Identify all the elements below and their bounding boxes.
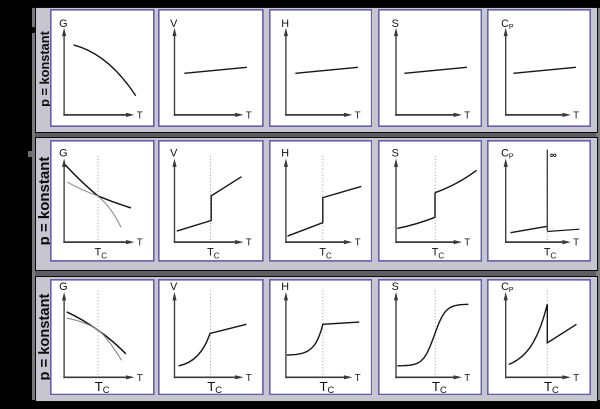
svg-text:V: V <box>170 280 178 292</box>
svg-text:T: T <box>354 110 360 121</box>
svg-text:S: S <box>391 18 398 30</box>
svg-text:T: T <box>464 110 470 121</box>
svg-text:∞: ∞ <box>549 150 556 161</box>
svg-text:T: T <box>137 238 143 249</box>
svg-text:T: T <box>464 372 470 383</box>
svg-text:H: H <box>281 280 289 292</box>
svg-text:T: T <box>246 110 252 121</box>
svg-text:T: T <box>354 372 360 383</box>
svg-text:S: S <box>391 148 398 160</box>
svg-text:T: T <box>573 110 579 121</box>
svg-text:S: S <box>391 280 398 292</box>
svg-text:G: G <box>59 148 67 160</box>
svg-text:G: G <box>59 280 67 292</box>
svg-text:V: V <box>170 18 178 30</box>
svg-text:G: G <box>59 18 67 30</box>
svg-text:T: T <box>246 238 252 249</box>
svg-text:T: T <box>354 238 360 249</box>
svg-text:T: T <box>464 238 470 249</box>
svg-text:H: H <box>281 18 289 30</box>
svg-text:T: T <box>246 372 252 383</box>
svg-text:T: T <box>573 238 579 249</box>
svg-text:T: T <box>137 372 143 383</box>
svg-text:H: H <box>281 148 289 160</box>
svg-text:V: V <box>170 148 178 160</box>
svg-text:T: T <box>137 110 143 121</box>
svg-text:T: T <box>573 372 579 383</box>
